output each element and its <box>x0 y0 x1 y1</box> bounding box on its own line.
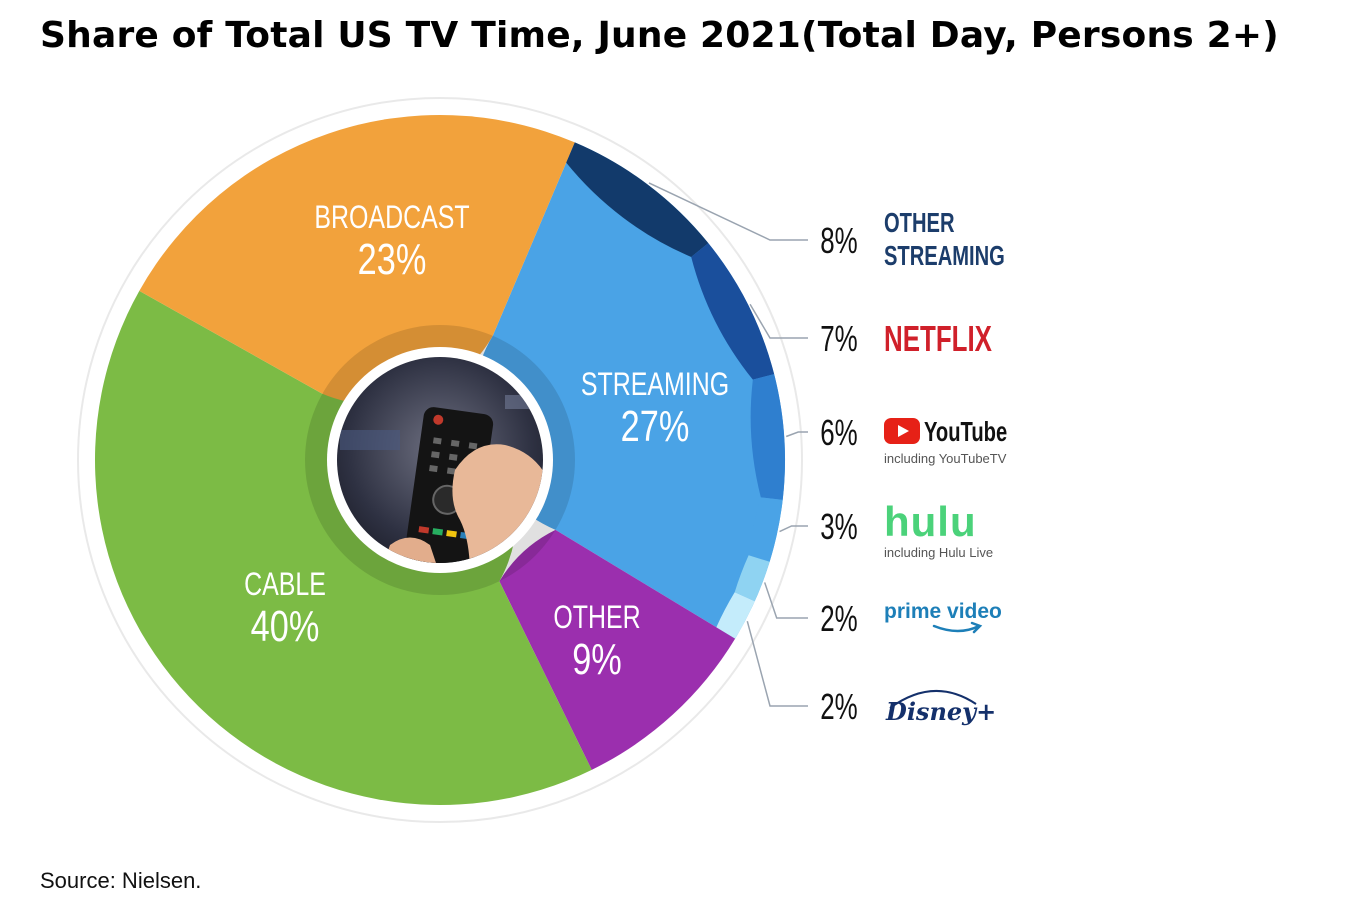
brand-other-streaming-line1: OTHER <box>884 208 955 239</box>
disney-arc-icon <box>889 690 977 709</box>
ring-segment-prime-video <box>734 555 770 602</box>
callout-value: 6% <box>820 413 857 453</box>
brand-prime-video: prime video <box>884 600 1002 623</box>
callout-line <box>648 182 808 241</box>
slice-label-broadcast: BROADCAST <box>314 200 469 236</box>
slice-value-broadcast: 23% <box>358 235 427 284</box>
callout-value: 7% <box>820 319 857 359</box>
ring-segment-other-streaming <box>566 142 709 257</box>
callout-line <box>785 431 808 438</box>
slice-label-cable: CABLE <box>244 567 326 603</box>
source-note: Source: Nielsen. <box>40 868 202 893</box>
amazon-smile-icon <box>932 621 983 634</box>
brand-youtube: YouTube <box>924 417 1007 448</box>
youtube-play-icon <box>884 418 920 444</box>
ring-segment-disney- <box>716 592 755 639</box>
streaming-breakdown-ring <box>566 142 786 639</box>
brand-youtube-subtitle: including YouTubeTV <box>884 451 1007 466</box>
brand-other-streaming-line2: STREAMING <box>884 241 1005 272</box>
brand-netflix: NETFLIX <box>884 319 992 359</box>
brand-hulu: hulu <box>884 498 977 545</box>
callout-line <box>779 525 808 533</box>
callout-line <box>749 303 808 339</box>
pie-slice-broadcast <box>139 114 575 405</box>
callout-value: 2% <box>820 687 857 727</box>
brand-disney-: Disney+ <box>885 697 996 726</box>
ring-segment-netflix <box>691 243 775 380</box>
slice-value-other: 9% <box>572 635 622 684</box>
callout-line <box>746 620 808 707</box>
callout-value: 3% <box>820 507 857 547</box>
brand-hulu-subtitle: including Hulu Live <box>884 545 993 560</box>
callout-value: 8% <box>820 221 857 261</box>
tv-remote-photo <box>337 357 543 563</box>
ring-segment-youtube <box>750 374 786 500</box>
ring-segment-hulu <box>748 497 783 562</box>
slice-value-streaming: 27% <box>621 402 690 451</box>
chart-title: Share of Total US TV Time, June 2021(Tot… <box>40 15 1279 56</box>
callout-line <box>763 582 808 619</box>
slice-value-cable: 40% <box>251 602 320 651</box>
slice-label-other: OTHER <box>553 600 640 636</box>
slice-label-streaming: STREAMING <box>581 367 729 403</box>
callout-value: 2% <box>820 599 857 639</box>
pie-slice-other <box>499 529 736 770</box>
